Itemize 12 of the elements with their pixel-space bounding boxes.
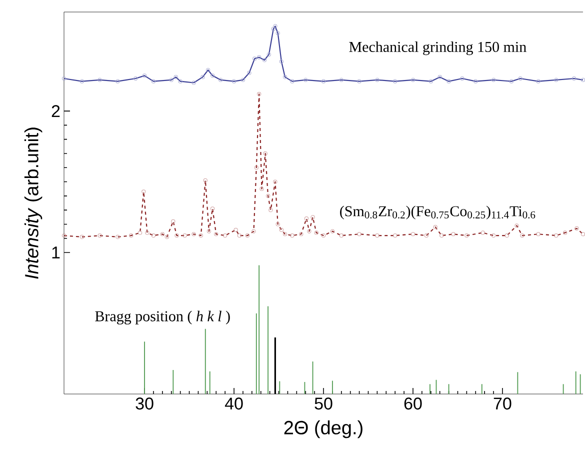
series-label: Bragg position ( h k l ): [95, 310, 230, 324]
x-axis-title: 2Θ (deg.): [284, 420, 362, 438]
x-tick-label: 40: [224, 398, 243, 410]
x-tick-label: 60: [404, 398, 422, 410]
x-tick-label: 50: [314, 398, 332, 410]
y-axis-title: Intensity (arb.unit): [24, 128, 42, 279]
x-tick-label: 30: [136, 398, 154, 410]
y-tick-label: 1: [52, 246, 60, 258]
series-label: Mechanical grinding 150 min: [349, 41, 526, 56]
text: (Sm$_{0.8}$Zr$_{0.2}$)(Fe$_{0.75}$Co$_{0.25}$)$_{11.4}$Ti$_{0.6}$: [340, 206, 536, 220]
y-tick-label: 2: [52, 105, 60, 117]
x-tick-label: 70: [494, 398, 512, 410]
